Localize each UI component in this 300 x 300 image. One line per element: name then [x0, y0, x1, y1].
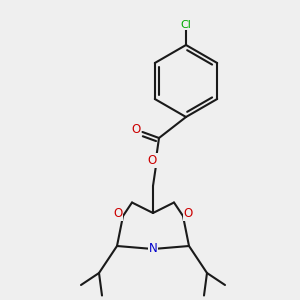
- Text: Cl: Cl: [181, 20, 191, 30]
- Text: O: O: [184, 207, 193, 220]
- Text: N: N: [148, 242, 158, 255]
- Text: O: O: [148, 154, 157, 167]
- Text: O: O: [113, 207, 122, 220]
- Text: O: O: [131, 123, 140, 136]
